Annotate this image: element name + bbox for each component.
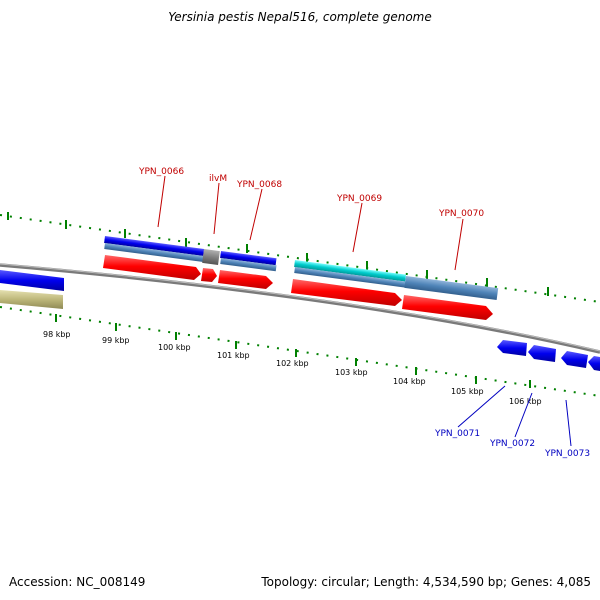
tick-label-105kbp: 105 kbp <box>451 387 484 396</box>
label-ypn-0068[interactable]: YPN_0068 <box>236 180 282 190</box>
reverse-leader-lines <box>457 385 572 447</box>
gene-ypn-0069-steel[interactable] <box>294 266 407 288</box>
tick-label-102kbp: 102 kbp <box>276 359 309 368</box>
label-ypn-0072[interactable]: YPN_0072 <box>489 439 535 449</box>
gene-ypn-0068-steel[interactable] <box>220 257 277 272</box>
tick-label-98kbp: 98 kbp <box>43 330 71 339</box>
cds-right-partial-arrow[interactable] <box>588 356 600 371</box>
tick-label-106kbp: 106 kbp <box>509 397 542 406</box>
cds-ypn-0072-arrow[interactable] <box>528 345 556 362</box>
tick-label-101kbp: 101 kbp <box>217 351 250 360</box>
genome-backbone-highlight <box>0 263 600 352</box>
cds-ypn-0070-arrow[interactable] <box>402 295 493 320</box>
tick-label-104kbp: 104 kbp <box>393 377 426 386</box>
label-ypn-0073[interactable]: YPN_0073 <box>544 449 590 459</box>
gene-ypn-0068-blue[interactable] <box>220 250 277 266</box>
tick-label-99kbp: 99 kbp <box>102 336 130 345</box>
outer-major-ticks <box>7 212 549 296</box>
label-ypn-0070[interactable]: YPN_0070 <box>438 209 484 219</box>
accession-label: Accession: NC_008149 <box>9 575 146 589</box>
gene-left-blue[interactable] <box>0 270 64 291</box>
cds-ypn-0071-arrow[interactable] <box>497 340 527 356</box>
gene-ilvm-grey[interactable] <box>202 249 220 265</box>
cds-ypn-0066-arrow[interactable] <box>103 255 201 280</box>
cds-ypn-0069-arrow[interactable] <box>291 279 402 306</box>
outer-minor-ticks <box>0 214 600 303</box>
map-title: Yersinia pestis Nepal516, complete genom… <box>168 10 432 24</box>
label-ypn-0071[interactable]: YPN_0071 <box>434 429 480 439</box>
gene-ypn-0069-cyan[interactable] <box>294 259 407 282</box>
cds-ypn-0073-arrow[interactable] <box>561 351 588 368</box>
gene-ypn-0070-steel[interactable] <box>404 275 499 301</box>
label-ilvm[interactable]: ilvM <box>209 174 227 184</box>
inner-minor-ticks <box>0 306 600 397</box>
cds-ilvm-arrow[interactable] <box>201 268 217 282</box>
inner-major-ticks <box>55 314 531 388</box>
tick-label-100kbp: 100 kbp <box>158 343 191 352</box>
outer-tick-track <box>0 214 600 303</box>
label-ypn-0069[interactable]: YPN_0069 <box>336 194 382 204</box>
forward-leader-lines <box>157 175 464 271</box>
genome-backbone <box>0 263 600 354</box>
label-ypn-0066[interactable]: YPN_0066 <box>138 167 184 177</box>
genome-summary: Topology: circular; Length: 4,534,590 bp… <box>261 575 591 589</box>
gene-ypn-0066-blue[interactable] <box>104 236 205 256</box>
gene-ypn-0066-steel[interactable] <box>104 243 205 263</box>
cds-ypn-0068-arrow[interactable] <box>218 270 273 289</box>
gene-left-olive[interactable] <box>0 290 63 309</box>
tick-label-103kbp: 103 kbp <box>335 368 368 377</box>
